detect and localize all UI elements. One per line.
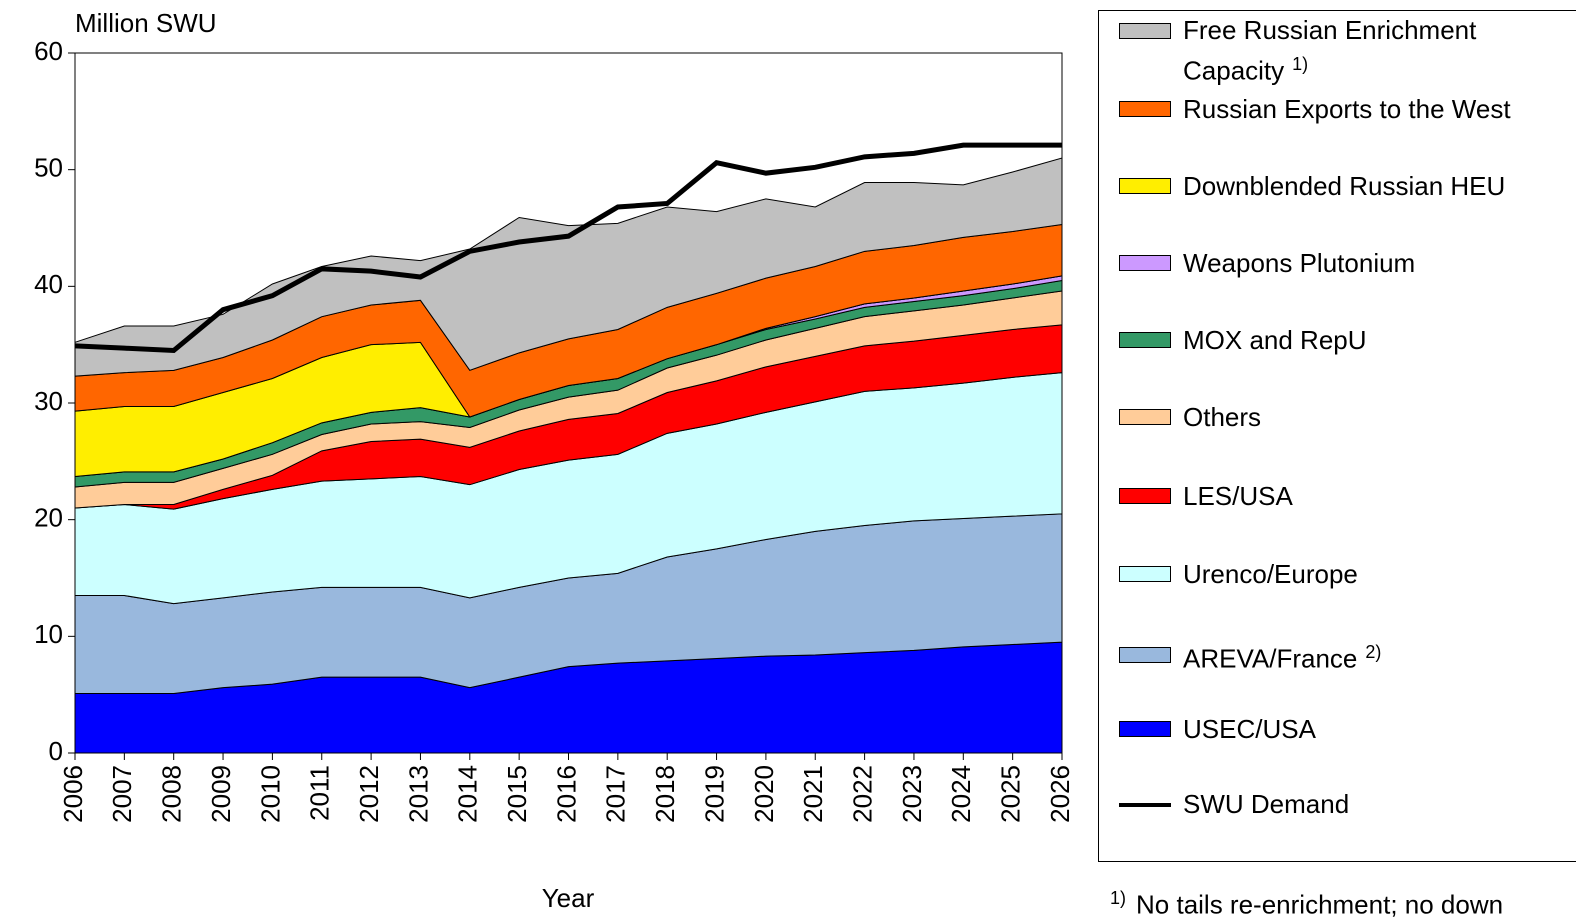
demand-line — [74, 142, 1062, 354]
y-tick-label: 60 — [34, 36, 63, 66]
legend-label-box: Downblended Russian HEU — [1183, 169, 1505, 203]
x-tick-label: 2015 — [502, 765, 532, 823]
legend-swatch — [1119, 409, 1171, 425]
x-tick-label: 2024 — [946, 765, 976, 823]
legend-label: LES/USA — [1183, 481, 1293, 511]
legend-item: Others — [1119, 400, 1261, 434]
legend-item: MOX and RepU — [1119, 323, 1367, 357]
legend-item: Weapons Plutonium — [1119, 246, 1415, 280]
legend-swatch — [1119, 101, 1171, 117]
legend-line — [1119, 802, 1171, 807]
legend-label-box: Weapons Plutonium — [1183, 246, 1415, 280]
legend-label: Others — [1183, 402, 1262, 432]
x-tick-label: 2012 — [354, 765, 384, 823]
legend-item: Free Russian Enrichment Capacity 1) — [1119, 13, 1523, 88]
legend-item: Downblended Russian HEU — [1119, 169, 1505, 203]
legend-label-box: Russian Exports to the West — [1183, 92, 1511, 126]
legend-item: Urenco/Europe — [1119, 557, 1358, 591]
legend-item: AREVA/France 2) — [1119, 635, 1381, 676]
legend-label: AREVA/France — [1183, 643, 1358, 674]
x-axis-label: Year — [542, 883, 595, 913]
legend-swatch — [1119, 23, 1171, 39]
legend-label-box: AREVA/France 2) — [1183, 635, 1381, 676]
legend-swatch — [1119, 647, 1171, 664]
footnote-marker: 1) — [1110, 888, 1127, 908]
x-tick-label: 2011 — [305, 765, 335, 821]
legend-item: SWU Demand — [1119, 789, 1349, 820]
legend-swatch — [1119, 721, 1171, 737]
x-tick-label: 2013 — [403, 765, 433, 823]
y-tick-label: 30 — [34, 386, 63, 416]
legend-label: Urenco/Europe — [1183, 559, 1358, 589]
y-tick-label: 40 — [34, 269, 63, 299]
footnote: 1) No tails re-enrichment; no down — [1110, 888, 1503, 920]
y-tick-label: 0 — [49, 736, 63, 766]
x-tick-label: 2016 — [551, 765, 581, 823]
legend-label-box: Others — [1183, 400, 1261, 434]
y-tick-label: 50 — [34, 153, 63, 183]
y-axis-label: Million SWU — [75, 8, 217, 38]
x-tick-label: 2017 — [601, 765, 631, 823]
legend-label-box: Free Russian Enrichment Capacity 1) — [1183, 13, 1523, 88]
x-tick-label: 2010 — [255, 765, 285, 823]
x-tick-label: 2007 — [107, 765, 137, 823]
legend-label-box: Urenco/Europe — [1183, 557, 1358, 591]
legend-label: Russian Exports to the West — [1183, 94, 1511, 124]
legend-item: USEC/USA — [1119, 712, 1316, 746]
legend-label-box: USEC/USA — [1183, 712, 1316, 746]
legend-label-box: LES/USA — [1183, 479, 1293, 513]
legend-label: Downblended Russian HEU — [1183, 171, 1506, 201]
legend-item: Russian Exports to the West — [1119, 92, 1511, 126]
x-tick-label: 2008 — [157, 765, 187, 823]
legend-label-box: MOX and RepU — [1183, 323, 1367, 357]
footnote-text: No tails re-enrichment; no down — [1136, 889, 1504, 920]
y-tick-label: 20 — [34, 503, 63, 533]
x-tick-label: 2019 — [699, 765, 729, 823]
x-tick-label: 2009 — [206, 765, 236, 823]
x-tick-label: 2022 — [847, 765, 877, 823]
legend-item: LES/USA — [1119, 479, 1293, 513]
x-tick-label: 2014 — [453, 765, 483, 823]
legend-swatch — [1119, 178, 1171, 194]
x-tick-label: 2006 — [58, 765, 88, 823]
legend-label: USEC/USA — [1183, 714, 1316, 744]
legend: Free Russian Enrichment Capacity 1) Russia… — [1098, 10, 1576, 862]
legend-swatch — [1119, 332, 1171, 348]
x-tick-label: 2023 — [897, 765, 927, 823]
x-tick-label: 2026 — [1045, 765, 1075, 823]
legend-label: Weapons Plutonium — [1183, 248, 1416, 278]
legend-label: SWU Demand — [1183, 789, 1350, 819]
x-tick-label: 2021 — [798, 765, 828, 823]
legend-label: MOX and RepU — [1183, 325, 1367, 355]
legend-swatch — [1119, 488, 1171, 504]
x-tick-label: 2020 — [749, 765, 779, 823]
legend-swatch — [1119, 566, 1171, 582]
legend-note: 2) — [1365, 642, 1382, 662]
legend-swatch — [1119, 255, 1171, 271]
legend-label: Free Russian Enrichment Capacity — [1183, 15, 1477, 86]
legend-note: 1) — [1292, 54, 1309, 74]
x-tick-label: 2025 — [996, 765, 1026, 823]
y-tick-label: 10 — [34, 619, 63, 649]
x-tick-label: 2018 — [650, 765, 680, 823]
